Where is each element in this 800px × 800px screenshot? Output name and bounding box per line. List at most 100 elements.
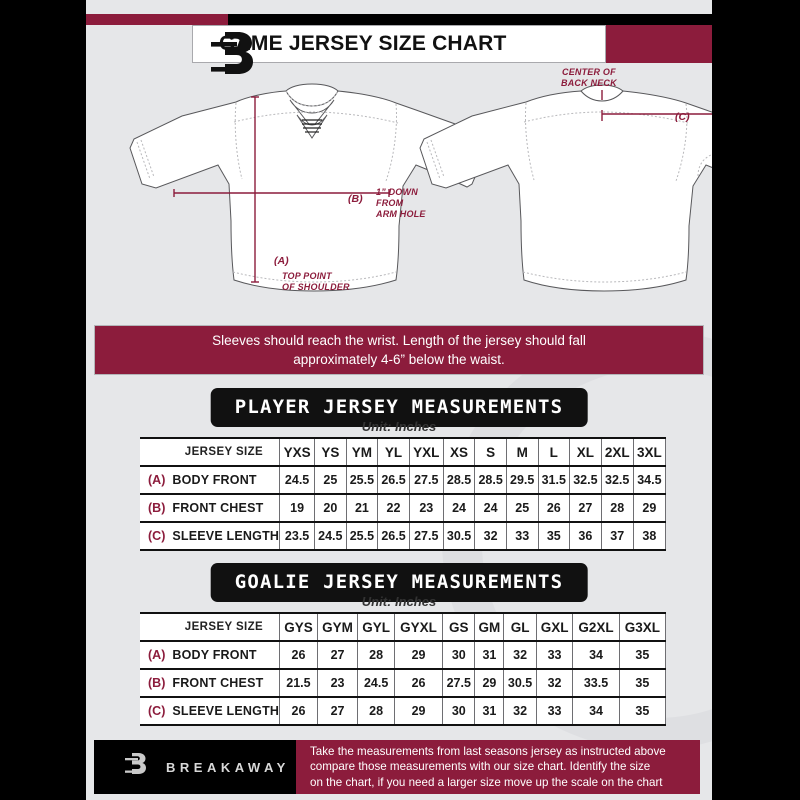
size-chart-document: GAME JERSEY SIZE CHART .ol { fill:#fffff… [86, 0, 712, 800]
measurement-value: 29 [393, 697, 444, 725]
measurement-tag: (A) [148, 473, 166, 487]
measurement-value: 25 [314, 466, 347, 494]
measurement-tag: (B) [148, 501, 166, 515]
back-jersey-illustration [419, 84, 712, 292]
measurement-name: FRONT CHEST [172, 501, 264, 515]
measurement-value: 23 [408, 494, 444, 522]
page-title: GAME JERSEY SIZE CHART [219, 32, 507, 55]
label-a-tag: (A) [274, 255, 289, 267]
measurement-value: 27 [569, 494, 602, 522]
player-section-title: PLAYER JERSEY MEASUREMENTS [210, 388, 588, 427]
goalie-unit-label: Unit: Inches [361, 594, 437, 609]
measurement-value: 28 [600, 494, 634, 522]
measurement-row-label: (B) FRONT CHEST [140, 669, 281, 697]
measurement-value: 32 [503, 697, 537, 725]
footer: BREAKAWAY Take the measurements from las… [94, 740, 700, 794]
measurement-value: 29 [393, 641, 444, 669]
footer-line-1: Take the measurements from last seasons … [310, 744, 666, 758]
label-c-tag: (C) [675, 111, 690, 123]
measurement-tag: (A) [148, 648, 166, 662]
breakaway-b-logo-icon [205, 28, 265, 86]
size-column-header: GL [503, 613, 537, 641]
measurement-value: 24.5 [357, 669, 395, 697]
size-column-header: S [474, 438, 507, 466]
measurement-value: 27.5 [408, 466, 444, 494]
measurement-value: 19 [279, 494, 316, 522]
measurement-value: 26.5 [377, 466, 410, 494]
footer-line-3: on the chart, if you need a larger size … [310, 775, 663, 789]
table-row: (A) BODY FRONT 26 27 28 29 30 31 32 33 34 35 [140, 641, 667, 669]
header: GAME JERSEY SIZE CHART [86, 25, 712, 63]
measurement-value: 38 [632, 522, 667, 550]
size-column-header: YXS [279, 438, 316, 466]
jersey-size-header: JERSEY SIZE [140, 613, 281, 641]
size-column-header: GM [474, 613, 505, 641]
footer-brand: BREAKAWAY [94, 740, 296, 794]
measurement-value: 25 [505, 494, 539, 522]
measurement-value: 34 [572, 641, 620, 669]
measurement-value: 32 [503, 641, 537, 669]
measurement-value: 28 [357, 641, 395, 669]
jersey-size-header: JERSEY SIZE [140, 438, 281, 466]
footer-instructions: Take the measurements from last seasons … [296, 740, 700, 794]
measurement-value: 22 [377, 494, 410, 522]
player-unit-label: Unit: Inches [361, 419, 437, 434]
measurement-name: SLEEVE LENGTH [172, 529, 280, 543]
measurement-value: 37 [600, 522, 634, 550]
size-column-header: G2XL [572, 613, 620, 641]
top-bar-maroon-segment [86, 14, 228, 25]
table-row: (C) SLEEVE LENGTH 23.5 24.5 25.5 26.5 27.5 30.5… [140, 522, 667, 550]
page-title-box: GAME JERSEY SIZE CHART [192, 25, 606, 63]
measurement-value: 20 [314, 494, 347, 522]
measurement-value: 24 [474, 494, 507, 522]
measurement-value: 32.5 [569, 466, 602, 494]
size-column-header: GYXL [393, 613, 444, 641]
measurement-row-label: (A) BODY FRONT [140, 641, 281, 669]
measurement-value: 32 [474, 522, 507, 550]
size-column-header: L [537, 438, 571, 466]
measurement-value: 25.5 [345, 466, 379, 494]
measurement-value: 27.5 [442, 669, 476, 697]
player-table-head: JERSEY SIZE YXS YS YM YL YXL XS S M L XL 2XL 3XL [140, 438, 667, 466]
measurement-value: 35 [618, 641, 667, 669]
size-column-header: 2XL [600, 438, 634, 466]
top-bar-black-segment [228, 14, 712, 25]
measurement-value: 27.5 [408, 522, 444, 550]
breakaway-b-logo-icon [122, 751, 152, 783]
measurement-value: 30.5 [442, 522, 476, 550]
measurement-value: 31 [474, 641, 505, 669]
measurement-value: 26 [279, 697, 318, 725]
measurement-value: 28.5 [474, 466, 507, 494]
footer-brand-name: BREAKAWAY [166, 759, 290, 775]
measurement-value: 30 [442, 641, 476, 669]
measurement-value: 24.5 [279, 466, 316, 494]
measurement-value: 26 [279, 641, 318, 669]
table-row: (C) SLEEVE LENGTH 26 27 28 29 30 31 32 33 34 35 [140, 697, 667, 725]
measurement-name: FRONT CHEST [172, 676, 264, 690]
measurement-tag: (C) [148, 529, 166, 543]
measurement-value: 32 [535, 669, 574, 697]
label-b-text: 1” DOWN FROM ARM HOLE [376, 187, 426, 219]
measurement-value: 33 [505, 522, 539, 550]
jersey-diagrams: .ol { fill:#ffffff; stroke:#58585b; stro… [86, 66, 712, 316]
measurement-value: 31.5 [537, 466, 571, 494]
measurement-name: SLEEVE LENGTH [172, 704, 280, 718]
size-column-header: GYL [357, 613, 395, 641]
measurement-tag: (C) [148, 704, 166, 718]
measurement-row-label: (C) SLEEVE LENGTH [140, 697, 281, 725]
measurement-value: 25.5 [345, 522, 379, 550]
goalie-measurements-table: JERSEY SIZE GYS GYM GYL GYXL GS GM GL GXL G2XL G3X… [140, 612, 667, 726]
table-row: (B) FRONT CHEST 19 20 21 22 23 24 24 25 26 27 28 29 [140, 494, 667, 522]
measurement-value: 28.5 [442, 466, 476, 494]
top-accent-bar [86, 14, 712, 25]
measurement-value: 26.5 [377, 522, 410, 550]
footer-line-2: compare those measurements with our size… [310, 760, 651, 774]
goalie-table-head: JERSEY SIZE GYS GYM GYL GYXL GS GM GL GXL G2XL G3X… [140, 613, 667, 641]
measurement-value: 27 [316, 697, 359, 725]
measurement-value: 36 [569, 522, 602, 550]
measurement-value: 21 [345, 494, 379, 522]
center-back-neck-label: CENTER OF BACK NECK [561, 67, 617, 88]
size-column-header: GYS [279, 613, 318, 641]
goalie-table-body: (A) BODY FRONT 26 27 28 29 30 31 32 33 34 35 (B) FRON… [140, 641, 667, 725]
measurement-row-label: (C) SLEEVE LENGTH [140, 522, 281, 550]
